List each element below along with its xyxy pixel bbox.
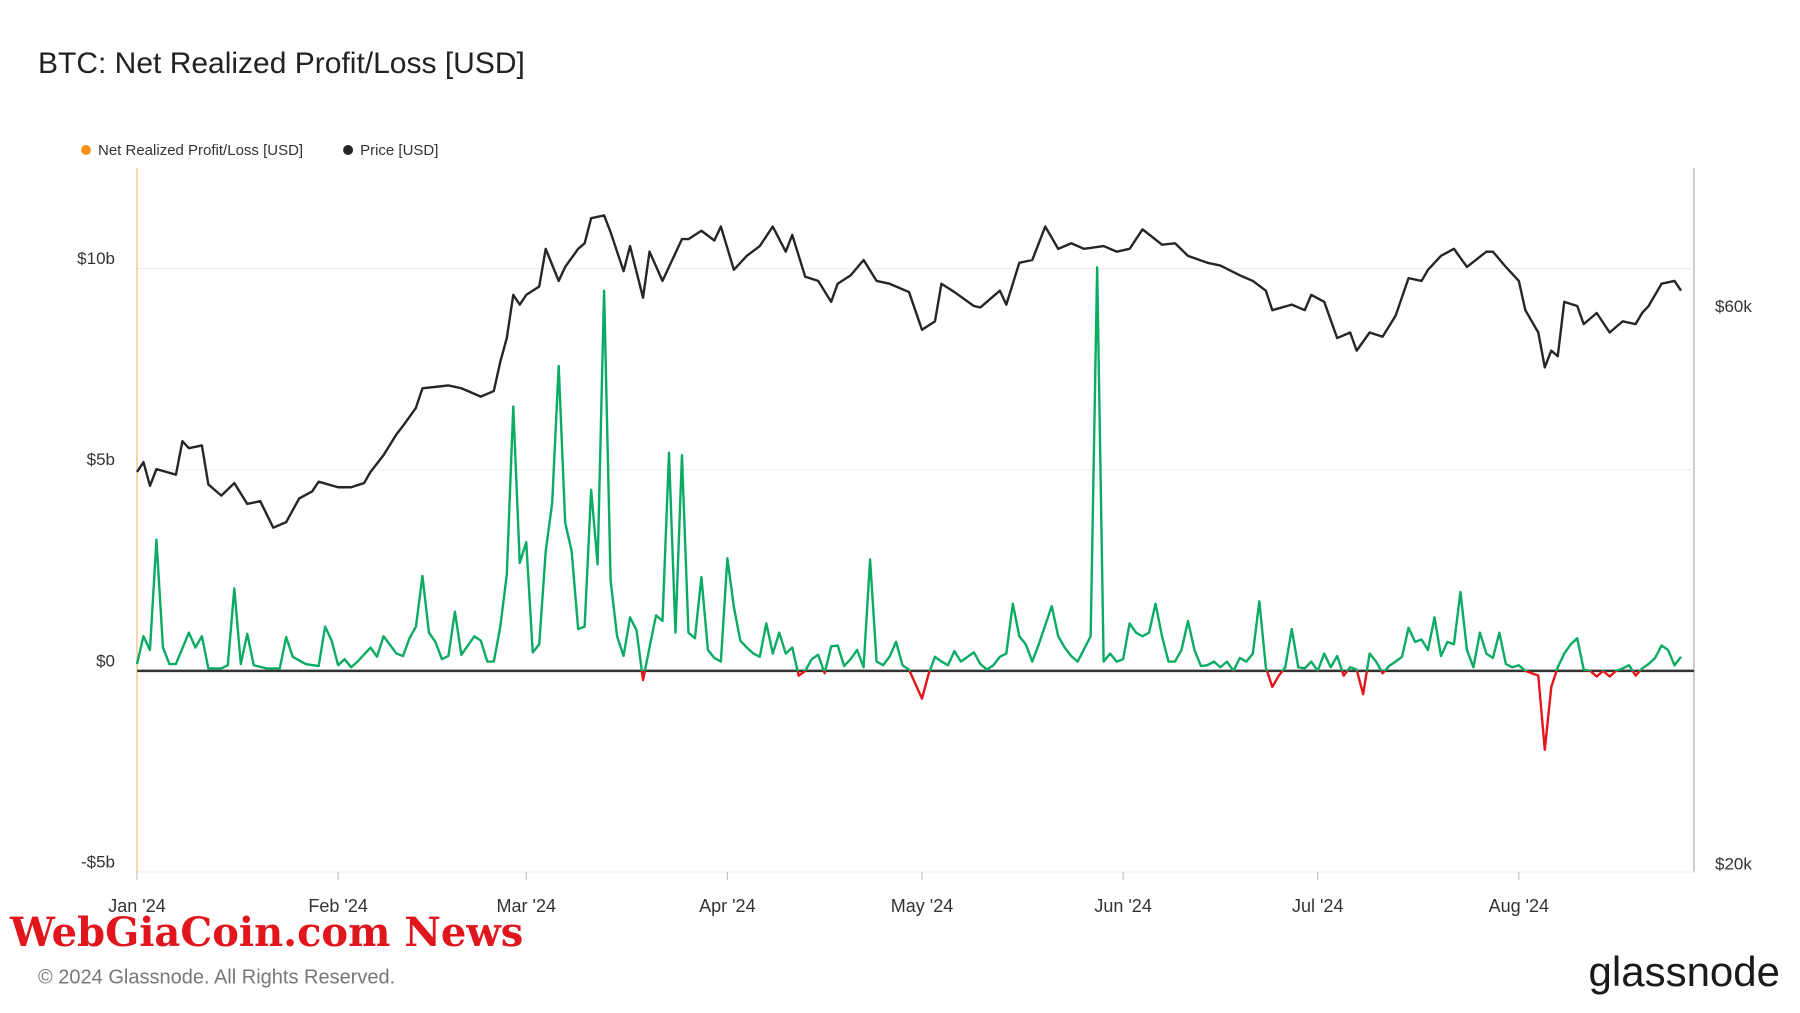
y2-tick-label: $20k <box>1715 855 1752 874</box>
y-tick-label: $10b <box>77 249 115 268</box>
y-tick-label: -$5b <box>81 852 115 871</box>
watermark: WebGiaCoin.com News <box>9 909 523 956</box>
y-tick-label: $0 <box>96 651 115 670</box>
x-tick-label: Mar '24 <box>497 896 556 916</box>
legend-label: Price [USD] <box>360 142 438 159</box>
brand-logo: glassnode <box>1589 948 1780 995</box>
series-line <box>135 266 1682 751</box>
y2-tick-label: $60k <box>1715 297 1752 316</box>
chart-title: BTC: Net Realized Profit/Loss [USD] <box>38 47 525 80</box>
x-tick-label: May '24 <box>891 896 953 916</box>
footer: © 2024 Glassnode. All Rights Reserved. <box>38 966 395 988</box>
legend-label: Net Realized Profit/Loss [USD] <box>98 142 303 159</box>
x-tick-label: Jun '24 <box>1094 896 1151 916</box>
x-tick-label: Jan '24 <box>108 896 165 916</box>
x-tick-label: Jul '24 <box>1292 896 1343 916</box>
series-line <box>136 214 1683 529</box>
x-tick-label: Feb '24 <box>308 896 367 916</box>
legend-swatch <box>81 145 91 155</box>
x-tick-label: Aug '24 <box>1489 896 1550 916</box>
legend-swatch <box>343 145 354 155</box>
x-tick-label: Apr '24 <box>699 896 755 916</box>
y-tick-label: $5b <box>87 450 115 469</box>
